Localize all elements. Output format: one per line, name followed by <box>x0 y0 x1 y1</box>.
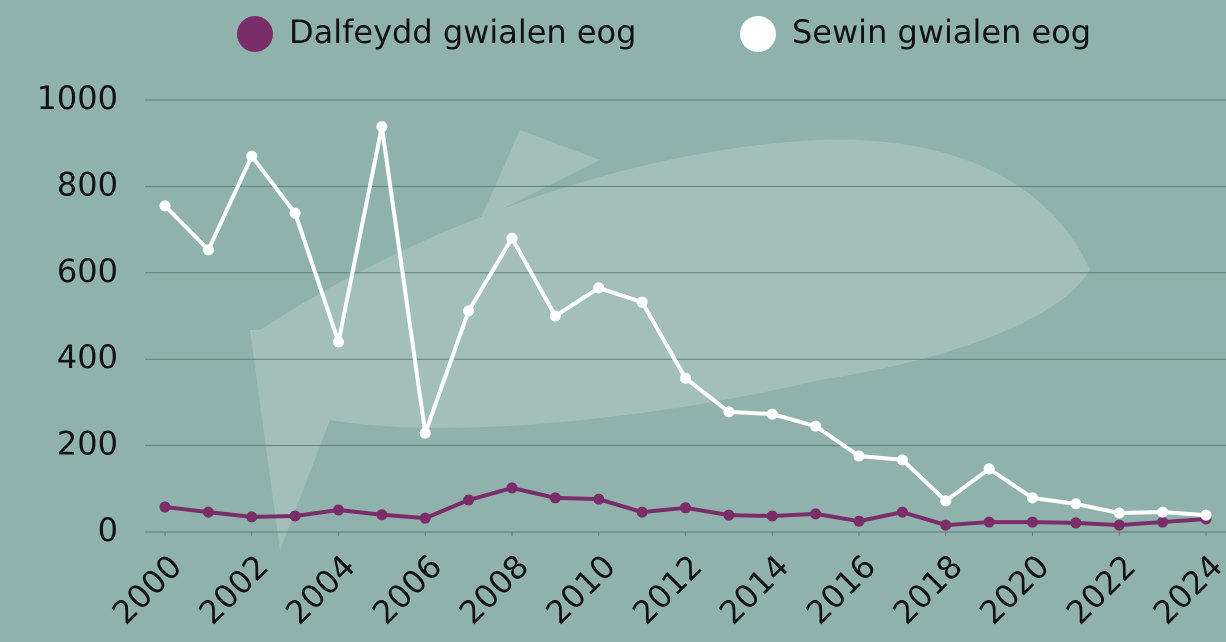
data-point <box>896 454 908 466</box>
data-point <box>940 519 952 531</box>
data-point <box>983 463 995 475</box>
data-point <box>1070 498 1082 510</box>
data-point <box>549 310 561 322</box>
legend-label: Sewin gwialen eog <box>792 13 1091 51</box>
data-point <box>506 232 518 244</box>
data-point <box>723 406 735 418</box>
data-point <box>1113 507 1125 519</box>
data-point <box>1070 517 1082 529</box>
data-point <box>159 200 171 212</box>
data-point <box>159 501 171 513</box>
data-point <box>1027 492 1038 504</box>
legend-label: Dalfeydd gwialen eog <box>289 13 636 51</box>
data-point <box>680 502 691 514</box>
y-tick-label: 400 <box>57 338 118 376</box>
data-point <box>810 508 822 520</box>
data-point <box>766 510 778 522</box>
data-point <box>333 336 344 348</box>
data-point <box>376 509 388 521</box>
data-point <box>246 150 258 162</box>
data-point <box>723 509 735 521</box>
data-point <box>810 420 822 432</box>
legend-swatch <box>237 16 273 52</box>
fish-illustration <box>250 130 1090 550</box>
data-point <box>1200 509 1212 521</box>
data-point <box>1027 516 1038 528</box>
data-point <box>680 372 691 384</box>
data-point <box>896 506 908 518</box>
data-point <box>940 495 952 507</box>
y-tick-label: 0 <box>98 511 118 549</box>
data-point <box>333 504 344 516</box>
y-tick-label: 1000 <box>37 79 118 117</box>
data-point <box>549 492 561 504</box>
data-point <box>289 510 301 522</box>
data-point <box>202 244 214 256</box>
data-point <box>202 506 214 518</box>
y-tick-label: 200 <box>57 425 118 463</box>
data-point <box>246 511 258 523</box>
data-point <box>376 121 388 133</box>
data-point <box>593 282 605 294</box>
data-point <box>463 305 475 317</box>
data-point <box>506 482 518 494</box>
data-point <box>636 296 648 308</box>
data-point <box>636 506 648 518</box>
data-point <box>593 493 605 505</box>
data-point <box>853 515 865 527</box>
data-point <box>1113 519 1125 531</box>
data-point <box>1157 506 1169 518</box>
data-point <box>1157 516 1169 528</box>
data-point <box>853 450 865 462</box>
legend-swatch <box>740 16 776 52</box>
data-point <box>463 494 475 506</box>
data-point <box>983 516 995 528</box>
y-tick-label: 800 <box>57 165 118 203</box>
y-tick-label: 600 <box>57 252 118 290</box>
data-point <box>419 427 431 439</box>
data-point <box>766 408 778 420</box>
data-point <box>419 512 431 524</box>
data-point <box>289 207 301 219</box>
